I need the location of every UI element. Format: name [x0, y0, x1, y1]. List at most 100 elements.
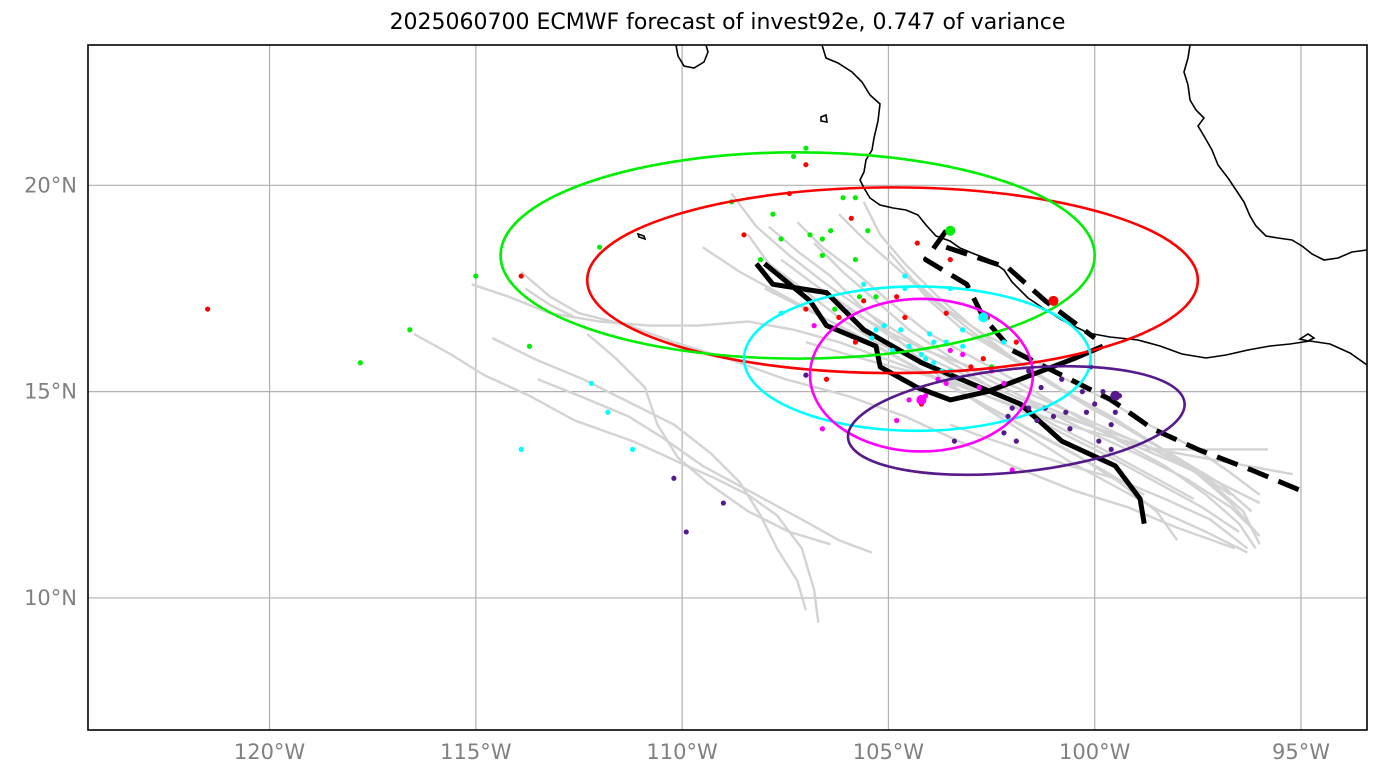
- y-tick-label: 20°N: [24, 173, 77, 197]
- cluster-point: [1026, 368, 1032, 374]
- cluster-point: [1083, 409, 1090, 415]
- y-tick-label: 10°N: [24, 586, 77, 610]
- cluster-point: [1100, 389, 1106, 395]
- cluster-ellipses: [499, 150, 1200, 477]
- cluster-point: [823, 376, 830, 382]
- cluster-point: [819, 252, 825, 259]
- cluster-point: [671, 475, 677, 481]
- cluster-point: [597, 244, 603, 250]
- cluster-point: [861, 298, 867, 304]
- cluster-point: [848, 215, 854, 221]
- cluster-point: [902, 314, 908, 320]
- cluster-point: [757, 256, 764, 263]
- cluster-point: [1050, 413, 1057, 419]
- cluster-point: [951, 438, 958, 444]
- cluster-point: [605, 409, 611, 415]
- cluster-point: [947, 347, 953, 353]
- cluster-point: [357, 360, 363, 366]
- cluster-point: [840, 195, 846, 201]
- cluster-ellipse: [846, 364, 1186, 477]
- cluster-point: [1079, 389, 1085, 395]
- cluster-point: [968, 364, 974, 370]
- cluster-point: [588, 380, 594, 386]
- highlight-track-solid: [754, 262, 1147, 525]
- cluster-point: [518, 273, 524, 279]
- cluster-point: [902, 273, 908, 279]
- cluster-point: [811, 323, 817, 329]
- island-3: [1297, 333, 1316, 342]
- cluster-point: [869, 335, 875, 341]
- cluster-center: [1048, 295, 1059, 306]
- highlight-track-dashed: [923, 229, 1302, 494]
- cluster-point: [894, 294, 900, 300]
- cluster-point: [898, 327, 904, 333]
- ensemble-track: [768, 225, 1248, 554]
- ensemble-track: [491, 336, 808, 611]
- cluster-ellipse: [585, 186, 1200, 375]
- chart-title: 2025060700 ECMWF forecast of invest92e, …: [389, 10, 1066, 35]
- cluster-point: [1096, 438, 1102, 444]
- cluster-point: [1067, 426, 1073, 432]
- ensemble-track: [413, 332, 820, 623]
- cluster-point: [856, 294, 863, 300]
- cluster-point: [819, 236, 825, 242]
- cluster-point: [881, 323, 887, 329]
- cluster-point: [741, 232, 747, 238]
- cluster-point: [1112, 409, 1118, 415]
- cluster-point: [630, 446, 636, 452]
- cluster-point: [1013, 438, 1019, 444]
- cluster-point: [960, 343, 966, 349]
- cluster-point: [873, 327, 879, 333]
- island-2: [636, 232, 647, 241]
- cluster-point: [526, 343, 533, 349]
- cluster-point: [473, 273, 479, 279]
- cluster-point: [828, 228, 834, 234]
- cluster-point: [1063, 409, 1069, 415]
- cluster-point: [931, 360, 937, 366]
- ensemble-track: [796, 221, 1257, 550]
- cluster-ellipse: [742, 285, 1092, 433]
- cluster-point: [852, 256, 859, 263]
- cluster-point: [832, 306, 838, 312]
- coastline: [636, 45, 1367, 366]
- ensemble-track: [846, 308, 1232, 496]
- cluster-point: [976, 384, 982, 391]
- cluster-point: [1001, 339, 1007, 345]
- ensemble-track: [520, 271, 1236, 550]
- cluster-point: [1001, 430, 1007, 436]
- cluster-point: [1001, 380, 1007, 386]
- cluster-point: [803, 162, 809, 168]
- cluster-point: [683, 529, 689, 535]
- cluster-point: [865, 228, 871, 234]
- cluster-center: [1110, 390, 1121, 401]
- coastline-mexico: [821, 45, 1367, 366]
- cluster-point: [873, 294, 879, 300]
- cluster-point: [914, 240, 920, 246]
- cluster-point: [803, 372, 809, 378]
- ensemble-track: [903, 271, 1261, 545]
- cluster-point: [960, 351, 966, 358]
- cluster-ellipse: [499, 150, 1096, 360]
- cluster-point: [980, 356, 986, 362]
- cluster-point: [1034, 417, 1040, 424]
- cluster-point: [803, 306, 809, 312]
- cluster-point: [790, 153, 797, 160]
- cluster-point: [943, 380, 949, 386]
- cluster-point: [1108, 422, 1114, 428]
- cluster-point: [931, 339, 937, 345]
- ensemble-track: [524, 287, 576, 319]
- cluster-point: [922, 356, 929, 362]
- cluster-point: [1009, 405, 1015, 411]
- cluster-point: [918, 351, 925, 358]
- cluster-ellipse: [808, 297, 1035, 453]
- cluster-centers: [916, 225, 1121, 405]
- ensemble-track: [537, 378, 873, 554]
- ensemble-track: [586, 332, 831, 546]
- plot-frame: [87, 44, 1368, 731]
- cluster-point: [720, 500, 726, 506]
- island-1: [820, 113, 828, 123]
- cluster-point: [803, 145, 809, 151]
- cluster-point: [407, 327, 413, 333]
